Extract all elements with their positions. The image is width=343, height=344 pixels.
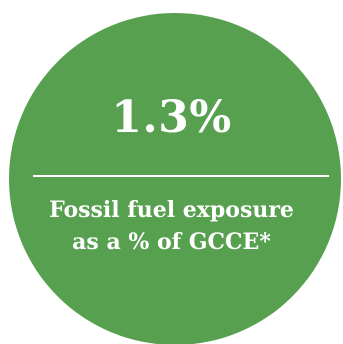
stat-circle xyxy=(9,13,341,344)
divider-line xyxy=(33,175,329,177)
stat-caption: Fossil fuel exposure as a % of GCCE* xyxy=(0,194,343,258)
caption-line-2: as a % of GCCE* xyxy=(72,229,271,255)
caption-line-1: Fossil fuel exposure xyxy=(49,197,294,223)
stat-value: 1.3% xyxy=(111,92,232,143)
